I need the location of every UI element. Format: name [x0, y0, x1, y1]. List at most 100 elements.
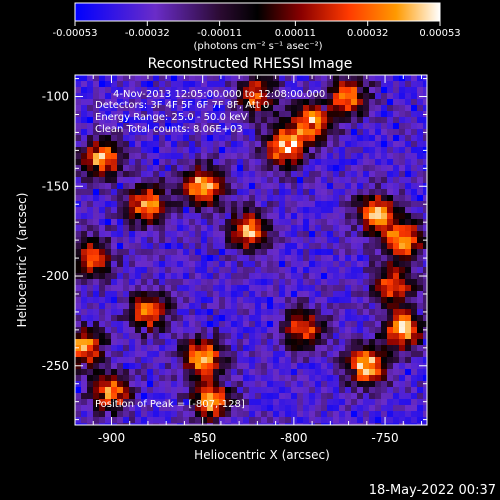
heatmap-cell	[315, 117, 322, 124]
heatmap-cell	[141, 291, 148, 298]
heatmap-cell	[237, 189, 244, 196]
heatmap-cell	[393, 147, 400, 154]
heatmap-cell	[207, 159, 214, 166]
heatmap-cell	[375, 165, 382, 172]
heatmap-cell	[345, 123, 352, 130]
heatmap-cell	[123, 225, 130, 232]
heatmap-cell	[261, 423, 268, 425]
heatmap-cell	[75, 387, 82, 394]
heatmap-cell	[183, 387, 190, 394]
heatmap-cell	[201, 423, 208, 425]
heatmap-cell	[417, 171, 424, 178]
heatmap-cell	[195, 417, 202, 424]
heatmap-cell	[231, 417, 238, 424]
heatmap-cell	[309, 219, 316, 226]
heatmap-cell	[315, 357, 322, 364]
heatmap-cell	[171, 381, 178, 388]
heatmap-cell	[147, 285, 154, 292]
heatmap-cell	[273, 279, 280, 286]
heatmap-cell	[417, 87, 424, 94]
plot-frame	[74, 74, 428, 426]
heatmap-cell	[93, 417, 100, 424]
heatmap-cell	[381, 345, 388, 352]
heatmap-cell	[231, 273, 238, 280]
heatmap-cell	[273, 345, 280, 352]
heatmap-cell	[201, 183, 208, 190]
heatmap-cell	[333, 339, 340, 346]
heatmap-cell	[189, 177, 196, 184]
heatmap-cell	[357, 231, 364, 238]
heatmap-cell	[309, 111, 316, 118]
heatmap-cell	[177, 153, 184, 160]
heatmap-cell	[195, 393, 202, 400]
heatmap-cell	[297, 213, 304, 220]
heatmap-cell	[315, 171, 322, 178]
heatmap-cell	[345, 195, 352, 202]
heatmap-cell	[153, 213, 160, 220]
heatmap-cell	[237, 273, 244, 280]
heatmap-cell	[93, 375, 100, 382]
heatmap-cell	[411, 255, 418, 262]
heatmap-cell	[99, 177, 106, 184]
heatmap-cell	[267, 279, 274, 286]
heatmap-cell	[333, 381, 340, 388]
heatmap-cell	[123, 273, 130, 280]
heatmap-cell	[309, 123, 316, 130]
heatmap-cell	[339, 141, 346, 148]
heatmap-cell	[393, 423, 400, 425]
heatmap-cell	[87, 171, 94, 178]
heatmap-cell	[411, 231, 418, 238]
heatmap-cell	[171, 255, 178, 262]
heatmap-cell	[411, 225, 418, 232]
heatmap-cell	[135, 183, 142, 190]
heatmap-cell	[369, 393, 376, 400]
heatmap-cell	[171, 387, 178, 394]
heatmap-cell	[387, 213, 394, 220]
heatmap-cell	[99, 171, 106, 178]
heatmap-cell	[231, 393, 238, 400]
heatmap-cell	[393, 321, 400, 328]
heatmap-cell	[93, 243, 100, 250]
heatmap-cell	[291, 297, 298, 304]
heatmap-cell	[183, 81, 190, 88]
heatmap-cell	[387, 147, 394, 154]
heatmap-cell	[405, 87, 412, 94]
heatmap-cell	[141, 273, 148, 280]
heatmap-cell	[81, 111, 88, 118]
heatmap-cell	[225, 225, 232, 232]
heatmap-cell	[129, 345, 136, 352]
heatmap-cell	[171, 213, 178, 220]
heatmap-cell	[411, 309, 418, 316]
heatmap-cell	[285, 75, 292, 82]
heatmap-cell	[315, 333, 322, 340]
heatmap-cell	[75, 117, 82, 124]
heatmap-cell	[363, 363, 370, 370]
heatmap-cell	[393, 177, 400, 184]
heatmap-cell	[375, 333, 382, 340]
heatmap-cell	[219, 99, 226, 106]
heatmap-cell	[105, 345, 112, 352]
heatmap-cell	[135, 291, 142, 298]
heatmap-cell	[345, 315, 352, 322]
heatmap-cell	[129, 87, 136, 94]
heatmap-cell	[243, 255, 250, 262]
heatmap-cell	[243, 141, 250, 148]
heatmap-cell	[399, 249, 406, 256]
heatmap-cell	[291, 117, 298, 124]
heatmap-cell	[213, 123, 220, 130]
heatmap-cell	[315, 87, 322, 94]
heatmap-cell	[273, 399, 280, 406]
heatmap-cell	[93, 285, 100, 292]
heatmap-cell	[417, 369, 424, 376]
heatmap-cell	[225, 195, 232, 202]
heatmap-cell	[111, 153, 118, 160]
heatmap-cell	[105, 285, 112, 292]
heatmap-cell	[291, 249, 298, 256]
heatmap-cell	[177, 189, 184, 196]
heatmap-cell	[135, 297, 142, 304]
heatmap-cell	[363, 243, 370, 250]
heatmap-cell	[99, 237, 106, 244]
heatmap-cell	[273, 195, 280, 202]
heatmap-cell	[129, 261, 136, 268]
heatmap-cell	[345, 201, 352, 208]
